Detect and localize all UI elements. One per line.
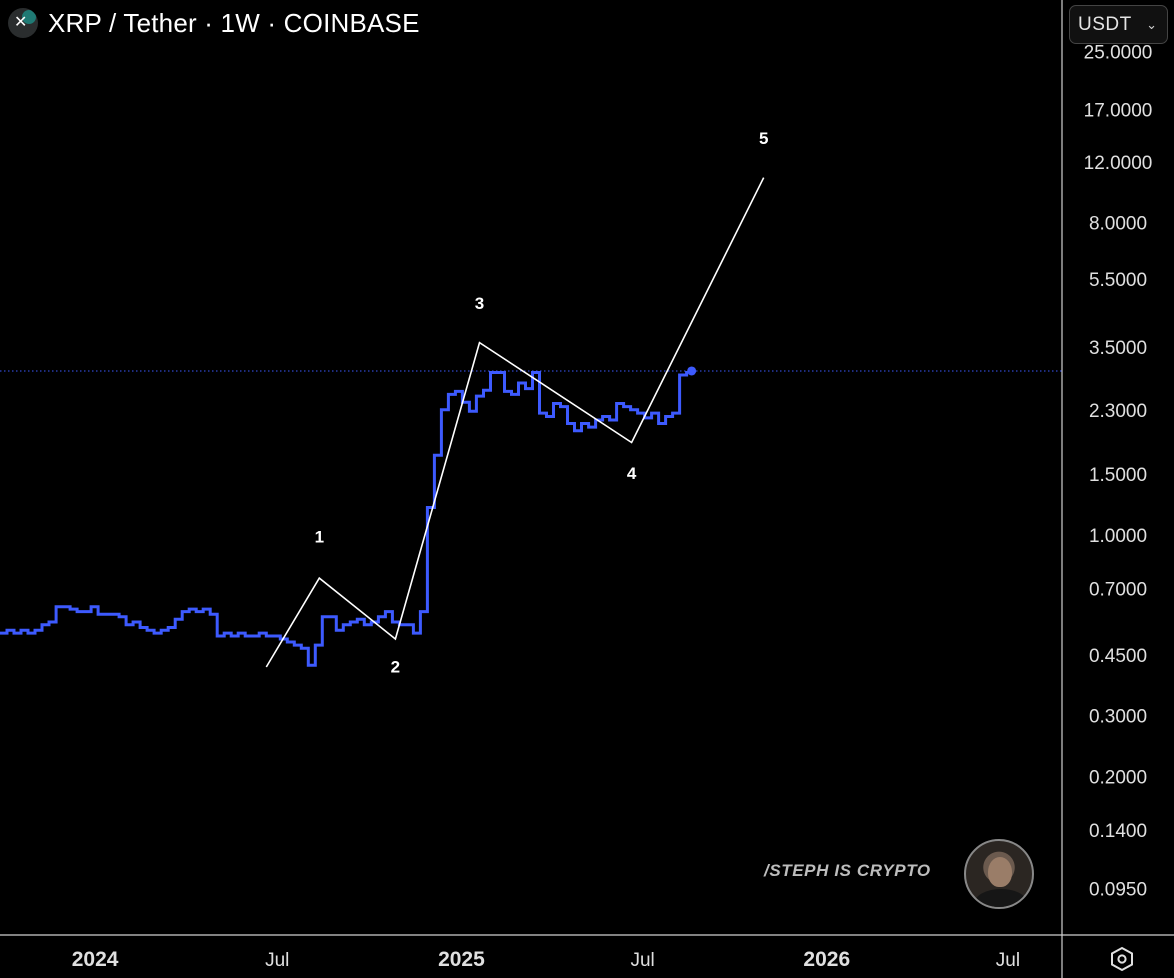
author-avatar <box>964 839 1034 909</box>
wave-label-4: 4 <box>627 464 637 483</box>
chart-header: ✕ XRP / Tether · 1W · COINBASE <box>8 6 420 40</box>
wave-label-1: 1 <box>315 528 324 547</box>
x-tick-label: 2024 <box>72 948 119 971</box>
y-tick-label: 1.5000 <box>1089 465 1147 486</box>
currency-label: USDT <box>1078 13 1132 35</box>
price-series-line <box>0 371 689 667</box>
chevron-down-icon: ⌄ <box>1146 16 1157 32</box>
last-price-dot <box>687 366 697 376</box>
x-tick-label: Jul <box>630 950 654 971</box>
elliott-wave-line <box>265 177 765 668</box>
y-tick-label: 2.3000 <box>1089 401 1147 422</box>
y-tick-label: 1.0000 <box>1089 526 1147 547</box>
watermark-text: /STEPH IS CRYPTO <box>764 861 931 880</box>
wave-label-3: 3 <box>475 294 484 313</box>
y-tick-label: 3.5000 <box>1089 338 1147 359</box>
y-tick-label: 8.0000 <box>1089 214 1147 235</box>
y-tick-label: 17.0000 <box>1084 100 1153 121</box>
x-tick-label: Jul <box>265 950 289 971</box>
y-tick-label: 25.0000 <box>1084 43 1153 64</box>
x-tick-label: 2026 <box>803 948 850 971</box>
wave-label-5: 5 <box>759 129 768 148</box>
y-tick-label: 5.5000 <box>1089 270 1147 291</box>
wave-label-2: 2 <box>391 658 400 677</box>
y-tick-label: 0.0950 <box>1089 879 1147 900</box>
y-tick-label: 0.7000 <box>1089 579 1147 600</box>
settings-hexagon-icon[interactable] <box>1108 945 1136 973</box>
currency-selector-button[interactable]: USDT ⌄ <box>1069 5 1168 44</box>
symbol-title: XRP / Tether · 1W · COINBASE <box>48 7 420 38</box>
y-tick-label: 0.4500 <box>1089 646 1147 667</box>
y-tick-label: 0.3000 <box>1089 707 1147 728</box>
y-tick-label: 12.0000 <box>1084 153 1153 174</box>
x-logo-icon: ✕ <box>8 8 38 38</box>
y-tick-label: 0.1400 <box>1089 821 1147 842</box>
x-tick-label: 2025 <box>438 948 485 971</box>
x-tick-label: Jul <box>996 950 1020 971</box>
y-tick-label: 0.2000 <box>1089 768 1147 789</box>
